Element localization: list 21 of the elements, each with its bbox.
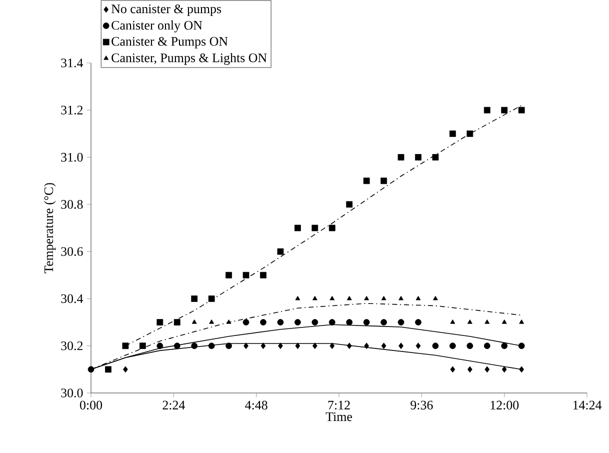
x-tick-label: 9:36 [410,400,433,410]
x-tick-label: 2:24 [162,400,185,410]
legend-label: Canister only ON [112,20,202,32]
x-tick-label: 7:12 [328,400,350,410]
x-tick-label: 12:00 [490,400,519,410]
legend-label: Canister, Pumps & Lights ON [112,53,267,65]
x-tick-label: 4:48 [245,400,268,410]
y-tick-label: 30.0 [61,388,83,398]
y-tick-label: 31.0 [61,152,83,162]
y-tick-label: 30.6 [61,247,83,256]
y-tick-label: 30.4 [61,294,84,304]
legend-label: No canister & pumps [111,4,222,16]
x-tick-label: 14:24 [573,400,602,410]
x-tick-label: 0:00 [80,400,102,410]
y-tick-label: 31.2 [61,106,83,115]
legend-label: Canister & Pumps ON [112,37,228,48]
y-tick-label: 30.8 [61,200,83,209]
y-tick-label: 30.2 [61,341,83,350]
y-axis-title: Temperature (°C) [44,183,56,274]
x-axis-title: Time [326,412,352,422]
y-tick-label: 31.4 [61,58,84,68]
